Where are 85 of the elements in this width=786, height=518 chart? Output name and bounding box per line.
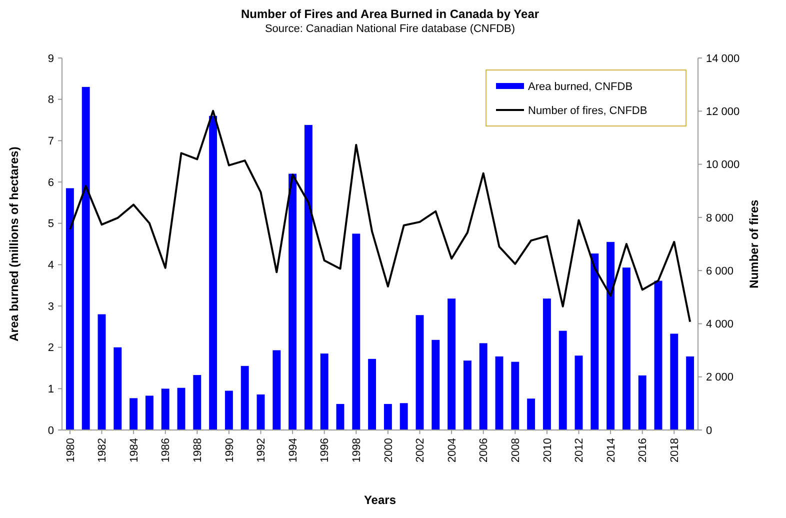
- bar: [193, 375, 202, 430]
- bar: [224, 390, 233, 430]
- x-tick-label: 2002: [414, 438, 427, 462]
- y-tick-label: 5: [48, 218, 54, 230]
- bar: [622, 268, 630, 430]
- y-tick-label: 2: [48, 342, 54, 354]
- y2-tick-label: 4 000: [706, 318, 734, 331]
- x-tick-label: 1998: [351, 438, 363, 462]
- bar: [130, 398, 138, 430]
- bar: [66, 188, 74, 430]
- bar: [495, 356, 504, 430]
- y-tick-label: 1: [48, 384, 54, 396]
- y-tick-label: 7: [48, 136, 54, 148]
- bar: [400, 403, 408, 430]
- bar: [352, 234, 360, 430]
- bar: [304, 124, 312, 430]
- x-tick-label: 1992: [256, 438, 268, 462]
- y-tick-label: 8: [48, 94, 54, 106]
- chart-title: Number of Fires and Area Burned in Canada by Year: [240, 7, 540, 21]
- bar: [574, 356, 583, 430]
- bar: [463, 360, 472, 430]
- x-tick-label: 1980: [64, 438, 77, 462]
- bar: [384, 404, 392, 430]
- y2-tick-label: 0: [706, 424, 712, 437]
- bar: [638, 375, 646, 430]
- y-tick-label: 6: [48, 176, 54, 189]
- bar: [320, 354, 328, 430]
- y-tick-label: 0: [48, 424, 54, 437]
- legend-label: Area burned, CNFDB: [528, 80, 633, 93]
- x-tick-label: 2008: [510, 438, 522, 462]
- bar: [272, 350, 281, 430]
- bar: [145, 396, 154, 430]
- x-tick-label: 2004: [446, 438, 458, 462]
- bar: [527, 398, 536, 430]
- x-tick-label: 2006: [478, 438, 490, 462]
- bar: [479, 343, 488, 430]
- bar: [82, 86, 90, 430]
- bar: [686, 356, 694, 430]
- bar: [654, 280, 662, 430]
- y2-tick-label: 12 000: [706, 106, 740, 118]
- y2-tick-label: 10 000: [706, 159, 740, 172]
- x-tick-label: 2014: [605, 438, 618, 462]
- y2-tick-label: 6 000: [706, 265, 734, 278]
- bar: [448, 298, 456, 430]
- x-tick-label: 1982: [96, 438, 109, 462]
- bar: [368, 358, 376, 430]
- bar: [416, 315, 424, 430]
- bar: [209, 116, 218, 430]
- x-tick-label: 2010: [542, 438, 554, 462]
- x-axis-title: Years: [364, 493, 396, 507]
- bar: [511, 362, 520, 430]
- bar: [98, 314, 106, 430]
- bar: [558, 330, 567, 430]
- y2-axis-title: Number of fires: [747, 199, 761, 288]
- y-tick-label: 4: [48, 260, 54, 272]
- bar: [288, 174, 297, 430]
- x-tick-label: 1990: [224, 438, 236, 462]
- y-tick-label: 9: [48, 52, 54, 65]
- bar: [542, 298, 551, 430]
- bar: [114, 347, 122, 430]
- bar: [590, 254, 599, 430]
- y-axis-title: Area burned (millions of hectares): [7, 146, 21, 342]
- bar: [161, 388, 170, 430]
- x-tick-label: 2016: [637, 438, 650, 462]
- bar: [432, 340, 440, 430]
- x-tick-label: 1984: [128, 438, 140, 462]
- y2-tick-label: 2 000: [706, 372, 734, 384]
- y2-tick-label: 8 000: [706, 212, 734, 224]
- bar: [177, 388, 186, 430]
- x-tick-label: 1986: [160, 438, 172, 462]
- bar: [256, 394, 265, 430]
- x-tick-label: 1988: [192, 438, 204, 462]
- y2-tick-label: 14 000: [706, 52, 740, 65]
- bar: [606, 242, 615, 430]
- x-tick-label: 2018: [669, 438, 681, 462]
- bar: [240, 366, 249, 430]
- chart-subtitle: Source: Canadian National Fire database (CNFDB): [264, 23, 516, 35]
- y-tick-label: 3: [48, 300, 54, 313]
- x-tick-label: 1996: [319, 438, 332, 462]
- legend-label: Number of fires, CNFDB: [528, 104, 648, 117]
- x-tick-label: 2012: [574, 438, 586, 462]
- bar: [336, 404, 344, 430]
- x-tick-label: 1994: [287, 438, 300, 462]
- x-tick-label: 2000: [382, 438, 395, 462]
- bar: [670, 334, 678, 430]
